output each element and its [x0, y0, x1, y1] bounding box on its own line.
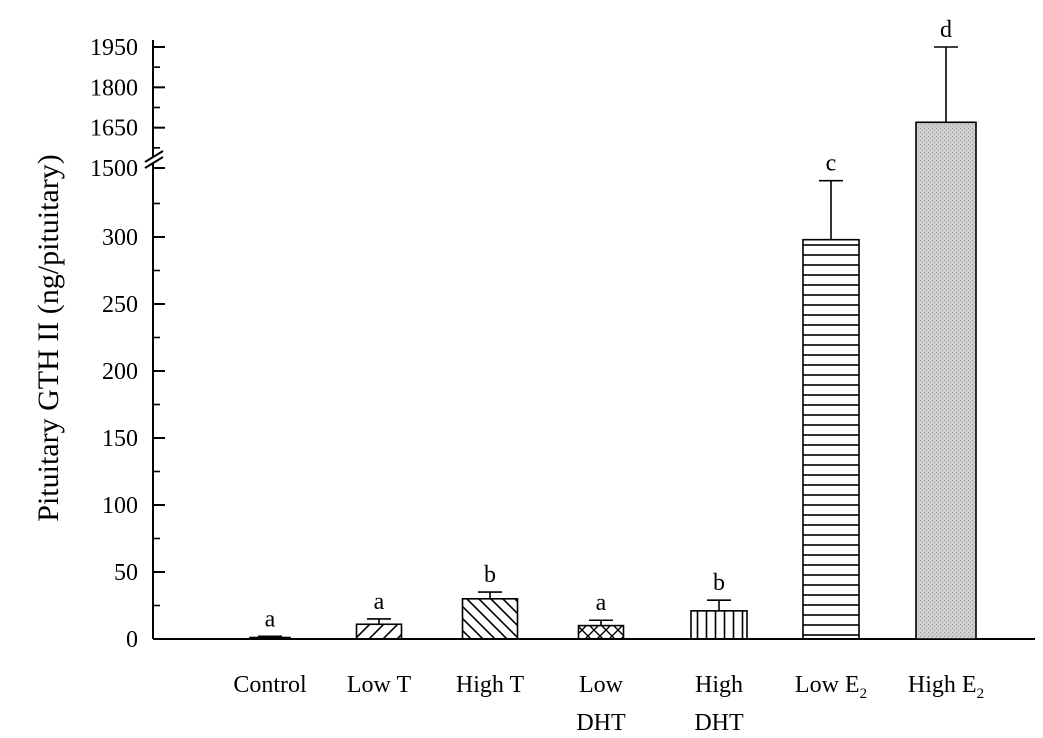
- y-tick-label: 200: [102, 359, 138, 385]
- y-tick-label: 250: [102, 292, 138, 318]
- y-tick-label: 1950: [90, 35, 138, 61]
- bars: [249, 121, 977, 640]
- error-bars: [258, 46, 958, 638]
- y-axis-title: Pituitary GTH II (ng/pituitary): [32, 154, 65, 521]
- significance-label: a: [265, 606, 276, 632]
- y-axis: 0 50 100 150 200 250 300 1500 1650 1800 1950: [90, 35, 165, 653]
- significance-label: a: [596, 590, 607, 616]
- category-label-subscript: 2: [860, 686, 868, 702]
- y-tick-label: 1500: [90, 156, 138, 182]
- y-tick-label: 50: [114, 560, 138, 586]
- category-label: Low E2: [795, 672, 867, 702]
- bar: [577, 624, 625, 640]
- bar: [355, 623, 403, 640]
- y-tick-label: 300: [102, 225, 138, 251]
- category-label: Low T: [347, 672, 412, 698]
- y-axis-break-mark-1: [144, 150, 164, 163]
- significance-label: d: [940, 17, 952, 43]
- y-tick-label: 1650: [90, 116, 138, 142]
- significance-labels: a a b a b c d: [265, 17, 952, 632]
- y-axis-break-mark-2: [144, 156, 164, 169]
- category-label-line2: DHT: [694, 710, 744, 736]
- bar: [690, 610, 748, 640]
- category-label: High E2: [908, 672, 984, 702]
- significance-label: a: [374, 589, 385, 615]
- bar: [802, 238, 860, 640]
- y-tick-labels: 0 50 100 150 200 250 300 1500 1650 1800 1950: [90, 35, 138, 653]
- category-label: High: [695, 672, 743, 698]
- category-label-line2: DHT: [576, 710, 626, 736]
- category-labels: Control Low T High T Low DHT High DHT Low E2 Hig…: [233, 672, 984, 736]
- y-tick-label: 1800: [90, 75, 138, 101]
- y-tick-label: 0: [126, 627, 138, 653]
- bar: [249, 636, 291, 640]
- significance-label: b: [484, 562, 496, 588]
- bar: [461, 597, 519, 640]
- y-tick-label: 100: [102, 493, 138, 519]
- category-label: Control: [233, 672, 307, 698]
- y-ticks: [153, 46, 165, 640]
- category-label: Low: [579, 672, 624, 698]
- bar: [915, 121, 977, 640]
- category-label: High T: [456, 672, 525, 698]
- y-tick-label: 150: [102, 426, 138, 452]
- significance-label: b: [713, 570, 725, 596]
- significance-label: c: [826, 151, 837, 177]
- category-label-subscript: 2: [977, 686, 985, 702]
